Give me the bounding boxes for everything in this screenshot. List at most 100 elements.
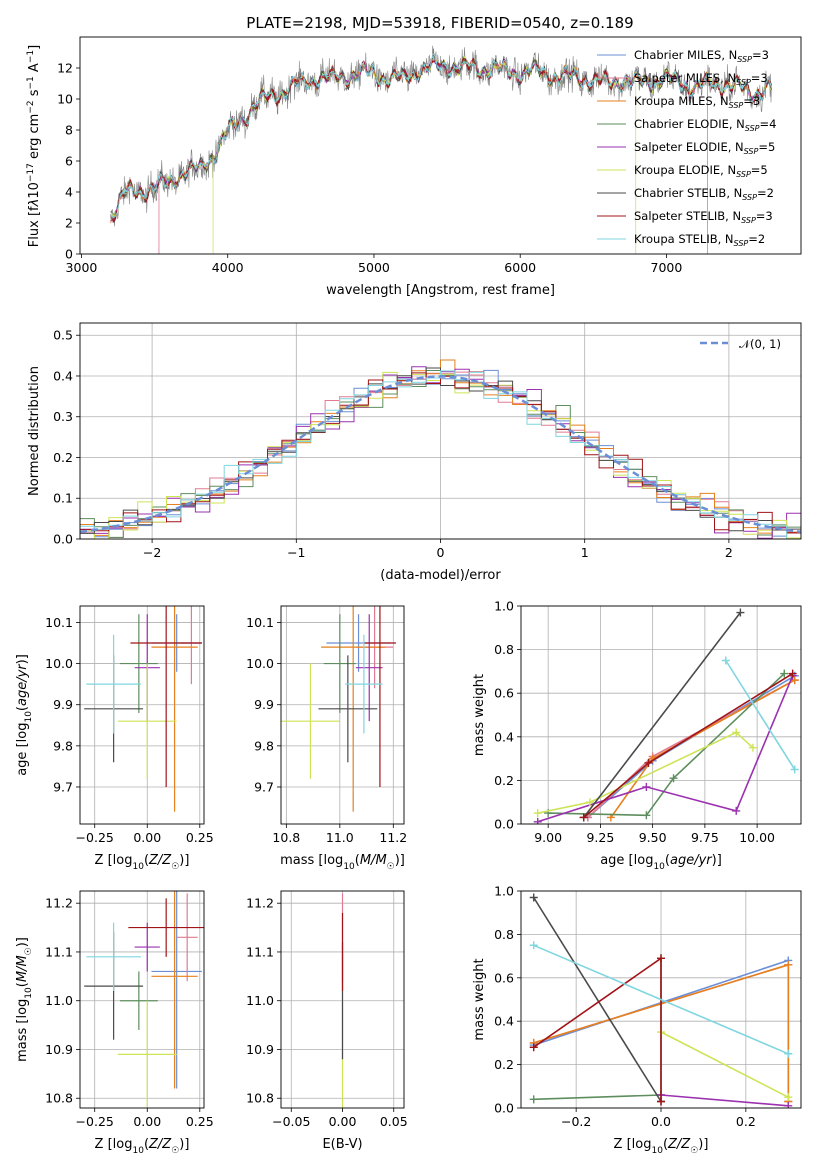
spectrum-legend: Chabrier MILES, NSSP=3 Salpeter MILES, NS… (597, 48, 776, 248)
x-tick-label: 2 (725, 545, 733, 560)
x-tick-label: −0.25 (76, 1114, 114, 1129)
plot-area (281, 606, 404, 824)
series-marker (784, 1101, 793, 1108)
series-marker (732, 728, 741, 737)
y-tick-label: 0.0 (494, 817, 514, 832)
y-tick-label: 2 (65, 216, 73, 231)
series-marker (579, 813, 588, 822)
series-marker (721, 656, 730, 665)
errorbar-kroupa-elodie (117, 1000, 177, 1108)
y-tick-label: 11.0 (45, 993, 73, 1008)
legend-label: Salpeter MILES, NSSP=3 (634, 71, 768, 87)
legend-label: Kroupa STELIB, NSSP=2 (634, 232, 765, 248)
errorbar-chabrier-elodie (119, 971, 158, 1030)
series-marker (790, 676, 799, 685)
axes-spectrum (80, 37, 801, 254)
series-line (533, 897, 662, 1102)
y-tick-label: 10.8 (45, 1091, 73, 1106)
errorbar-salpeter-elodie (355, 614, 383, 722)
plot-content (110, 45, 772, 254)
series-marker (669, 774, 678, 783)
y-tick-label: 0.6 (494, 686, 514, 701)
errorbar-kroupa-miles (321, 606, 386, 812)
y-tick-label: 1.0 (494, 884, 514, 899)
y-tick-label: 10.0 (45, 656, 73, 671)
axes-mass_vs_ebv (281, 891, 404, 1108)
x-tick-label: −0.25 (76, 830, 114, 845)
series-marker (533, 817, 542, 824)
y-tick-label: 0.2 (494, 773, 514, 788)
x-tick-label: 9.75 (691, 830, 719, 845)
series-marker (642, 811, 651, 820)
y-tick-label: 0.0 (494, 1101, 514, 1116)
x-tick-label: 0.2 (736, 1114, 756, 1129)
spectrum-model-kroupa-stelib (110, 54, 772, 220)
series-line (537, 675, 794, 823)
errorbar-salpeter-stelib (363, 606, 396, 787)
y-tick-label: 0 (65, 247, 73, 262)
series-line (537, 731, 754, 814)
series-marker (529, 893, 538, 902)
axes-weight_vs_age (521, 605, 801, 825)
errorbar-kroupa-elodie (281, 663, 340, 779)
weight-series-kroupa-miles (606, 676, 799, 822)
series-marker (736, 608, 745, 617)
x-tick-label: 0.00 (329, 1114, 357, 1129)
x-tick-label: 3000 (66, 260, 98, 275)
y-axis-label: Flux [fλ10−17 erg cm−2 s−1 A−1] (26, 45, 42, 247)
y-tick-label: 1.0 (494, 599, 514, 614)
x-tick-label: −2 (143, 545, 161, 560)
series-marker (732, 806, 741, 815)
frame-spectrum: 3000 4000 5000 6000 7000 0 2 4 6 8 10 12 (57, 36, 802, 275)
plot-area (80, 891, 204, 1108)
x-tick-label: 1 (581, 545, 589, 560)
errorbar-salpeter-elodie (134, 922, 160, 972)
x-tick-label: 0.05 (380, 1114, 408, 1129)
y-tick-label: 10.9 (246, 1042, 274, 1057)
y-tick-label: 0.8 (494, 642, 514, 657)
weight-series-kroupa-stelib (529, 941, 793, 1058)
x-tick-label: 10.00 (739, 830, 775, 845)
y-tick-label: 11.1 (45, 944, 73, 959)
y-tick-label: 9.7 (254, 779, 274, 794)
x-axis-label: age [log10(age/yr)] (600, 853, 722, 872)
y-axis-label: mass weight (472, 958, 487, 1040)
grid (521, 605, 801, 825)
y-tick-label: 11.0 (246, 993, 274, 1008)
x-axis-label: Z [log10(Z/Z☉)] (95, 853, 190, 872)
y-tick-label: 0.4 (53, 368, 73, 383)
series-line (660, 1031, 789, 1098)
axes-frame (280, 605, 405, 825)
x-tick-label: 9.00 (534, 830, 562, 845)
frame-mass_vs_Z: −0.25 0.00 0.25 10.8 10.9 11.0 11.1 11.2 (45, 890, 214, 1129)
errorbar-kroupa-stelib (86, 922, 141, 991)
errorbar-chabrier-elodie (323, 614, 356, 713)
series-marker (784, 1049, 793, 1058)
x-axis-label: (data-model)/error (380, 568, 501, 583)
legend-label: Chabrier ELODIE, NSSP=4 (634, 117, 776, 133)
plot-content (80, 359, 801, 539)
x-tick-label: 0 (437, 545, 445, 560)
series-marker (529, 941, 538, 950)
y-tick-label: 12 (57, 61, 73, 76)
frame-mass_vs_ebv: −0.05 0.00 0.05 10.8 10.9 11.0 11.1 11.2 (246, 890, 408, 1129)
y-tick-label: 11.2 (246, 896, 274, 911)
residual-hist-salpeter-stelib (80, 371, 801, 539)
frame-weight_vs_age: 9.00 9.25 9.50 9.75 10.00 0.0 0.2 0.4 0.6 0.8 1.0 (494, 599, 802, 845)
y-tick-label: 10.0 (246, 656, 274, 671)
axes-frame (79, 890, 205, 1109)
series-line (660, 1094, 789, 1107)
errorbar-salpeter-stelib (130, 606, 202, 787)
series-line (533, 944, 789, 1055)
series-marker (790, 765, 799, 774)
y-axis-label: mass [log10(M/M☉)] (15, 937, 34, 1062)
weight-series-salpeter-stelib (579, 669, 797, 822)
y-tick-label: 10.1 (246, 615, 274, 630)
hist-legend: 𝒩(0, 1) (700, 337, 781, 351)
frame-residuals: −2 −1 0 1 2 0.0 0.1 0.2 0.3 0.4 0.5 (53, 322, 802, 560)
axes-residuals (80, 323, 801, 540)
frame-age_vs_mass: 10.8 11.0 11.2 9.7 9.8 9.9 10.0 10.1 (246, 605, 407, 845)
x-tick-label: 11.2 (379, 830, 407, 845)
x-axis-label: E(B-V) (322, 1137, 362, 1152)
